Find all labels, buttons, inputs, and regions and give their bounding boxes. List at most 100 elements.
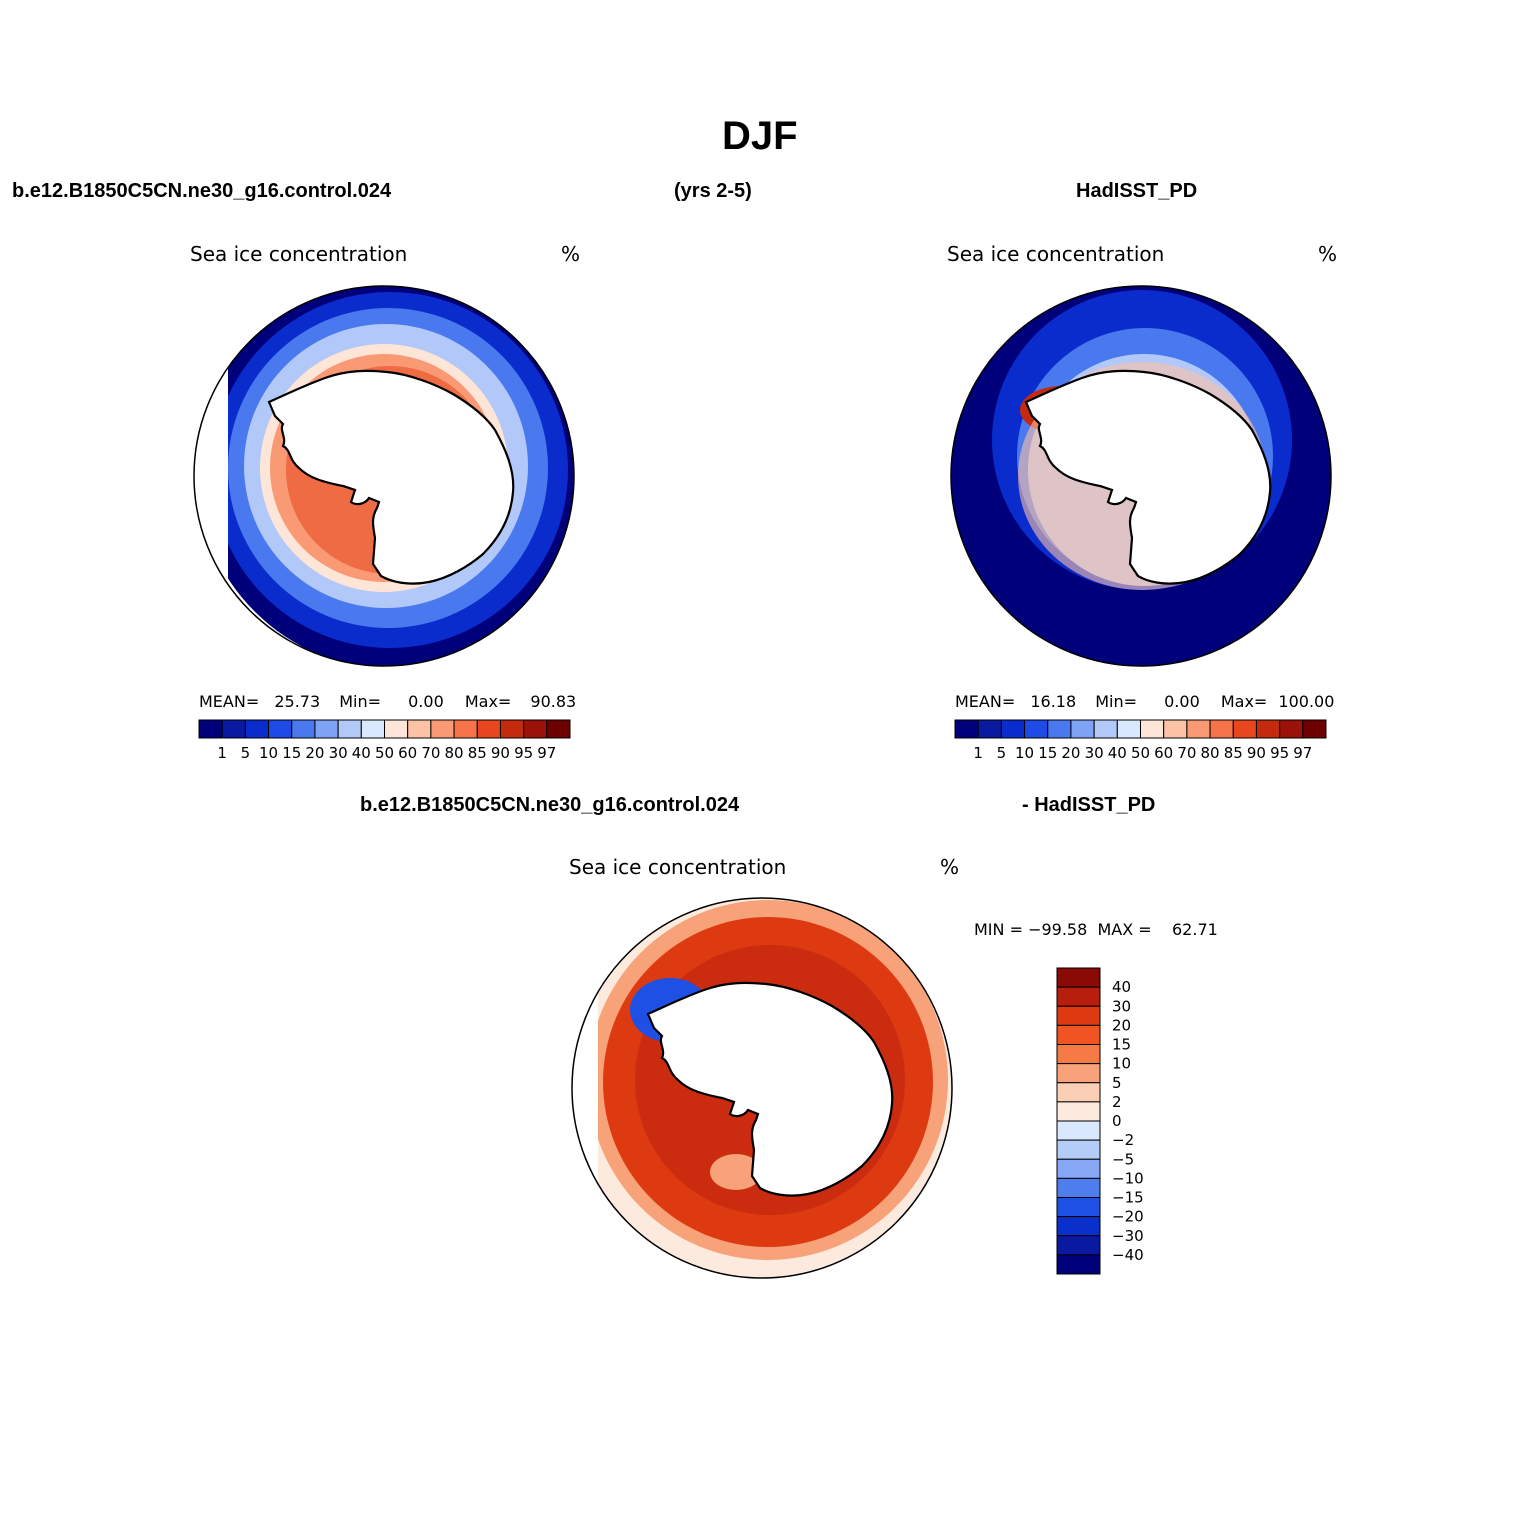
diff-colorbar-tick-label: −30 <box>1112 1227 1144 1245</box>
model-max-value: 90.83 <box>530 692 577 711</box>
model-colorbar-swatch <box>430 719 455 739</box>
obs-colorbar-tick-label: 10 <box>1015 744 1034 762</box>
model-colorbar-tick-label: 10 <box>259 744 278 762</box>
obs-colorbar: 1 5 10 15 20 30 40 50 60 70 80 85 90 95 97 <box>954 719 1327 762</box>
diff-colorbar-tick-label: 5 <box>1112 1074 1122 1092</box>
model-colorbar-tick-label: 20 <box>305 744 324 762</box>
obs-colorbar-swatch <box>1302 719 1327 739</box>
diff-colorbar-swatch <box>1056 1101 1101 1122</box>
model-colorbar-swatch <box>546 719 571 739</box>
obs-colorbar-tick-label: 90 <box>1247 744 1266 762</box>
diff-colorbar-swatch <box>1056 1177 1101 1198</box>
obs-colorbar-tick-label: 20 <box>1061 744 1080 762</box>
diff-colorbar-swatch <box>1056 1139 1101 1160</box>
diff-sea-ice-map <box>571 897 953 1279</box>
obs-colorbar-swatch <box>1163 719 1188 739</box>
obs-variable-label: Sea ice concentration <box>947 242 1165 266</box>
obs-colorbar-swatch <box>1093 719 1118 739</box>
obs-colorbar-swatch <box>1255 719 1281 739</box>
model-sea-ice-map <box>193 285 575 667</box>
model-colorbar-tick-label: 85 <box>468 744 487 762</box>
diff-minmax: MIN = −99.58 MAX = 62.71 <box>974 920 1218 939</box>
model-stats: MEAN= 25.73 Min= 0.00 Max= 90.83 <box>199 692 576 711</box>
model-colorbar-swatch <box>198 719 223 739</box>
diff-colorbar-swatch <box>1056 1216 1101 1237</box>
obs-mean-value: 16.18 <box>1030 692 1077 711</box>
case-name-label: b.e12.B1850C5CN.ne30_g16.control.024 <box>12 180 392 202</box>
diff-units-label: % <box>940 855 960 879</box>
model-colorbar-swatch <box>499 719 525 739</box>
diff-colorbar-tick-label: 30 <box>1112 997 1131 1015</box>
model-colorbar-swatch <box>268 719 293 739</box>
obs-colorbar-swatch <box>1070 719 1095 739</box>
obs-min-value: 0.00 <box>1164 692 1200 711</box>
model-colorbar-tick-label: 90 <box>491 744 510 762</box>
obs-colorbar-tick-label: 95 <box>1270 744 1289 762</box>
model-colorbar-swatch <box>221 719 246 739</box>
obs-colorbar-swatch <box>1047 719 1072 739</box>
diff-obs-label: - HadISST_PD <box>1022 794 1156 816</box>
obs-colorbar-swatch <box>977 719 1002 739</box>
model-max-label: Max= <box>464 692 512 711</box>
model-colorbar-tick-label: 30 <box>329 744 348 762</box>
model-colorbar-tick-label: 80 <box>445 744 464 762</box>
diff-colorbar-swatch <box>1056 1024 1101 1045</box>
obs-colorbar-tick-label: 85 <box>1224 744 1243 762</box>
diff-colorbar-tick-label: −40 <box>1112 1246 1144 1264</box>
obs-colorbar-tick-label: 1 <box>973 744 983 762</box>
diff-colorbar-swatch <box>1056 1044 1101 1065</box>
model-mean-label: MEAN= <box>199 692 260 711</box>
diff-colorbar-swatch <box>1056 1254 1101 1275</box>
obs-colorbar-swatch <box>1209 719 1234 739</box>
obs-colorbar-swatch <box>1140 719 1165 739</box>
diff-colorbar-tick-label: 15 <box>1112 1036 1131 1054</box>
obs-colorbar-tick-label: 15 <box>1038 744 1057 762</box>
diff-colorbar-swatch <box>1056 967 1101 988</box>
obs-colorbar-tick-label: 80 <box>1201 744 1220 762</box>
diff-colorbar-tick-label: 0 <box>1112 1112 1122 1130</box>
obs-mean-label: MEAN= <box>955 692 1016 711</box>
obs-colorbar-swatch <box>1116 719 1141 739</box>
obs-colorbar-tick-label: 97 <box>1293 744 1312 762</box>
obs-max-label: Max= <box>1220 692 1268 711</box>
model-colorbar-tick-label: 95 <box>514 744 533 762</box>
model-colorbar-swatch <box>453 719 478 739</box>
diff-colorbar-swatch <box>1056 1197 1101 1218</box>
diff-colorbar-tick-label: 40 <box>1112 978 1131 996</box>
model-min-label: Min= <box>339 692 382 711</box>
years-label: (yrs 2-5) <box>674 180 752 202</box>
diff-colorbar-swatch <box>1056 1158 1101 1179</box>
model-colorbar-tick-label: 50 <box>375 744 394 762</box>
model-colorbar-swatch <box>337 719 362 739</box>
model-colorbar-swatch <box>476 719 501 739</box>
model-colorbar: 1 5 10 15 20 30 40 50 60 70 80 85 90 95 97 <box>198 719 571 762</box>
diff-colorbar-swatch <box>1056 1005 1101 1026</box>
obs-colorbar-tick-label: 70 <box>1177 744 1196 762</box>
model-colorbar-swatch <box>244 719 270 739</box>
model-colorbar-swatch <box>523 719 548 739</box>
obs-name-label: HadISST_PD <box>1076 180 1198 202</box>
model-colorbar-swatch <box>360 719 385 739</box>
diff-colorbar-tick-label: −2 <box>1112 1131 1134 1149</box>
model-colorbar-tick-label: 40 <box>352 744 371 762</box>
diff-colorbar-tick-label: 20 <box>1112 1016 1131 1034</box>
obs-colorbar-swatch <box>1186 719 1211 739</box>
model-units-label: % <box>561 242 581 266</box>
diff-case-name-label: b.e12.B1850C5CN.ne30_g16.control.024 <box>360 794 740 816</box>
obs-colorbar-swatch <box>954 719 979 739</box>
model-colorbar-tick-label: 15 <box>282 744 301 762</box>
diff-variable-label: Sea ice concentration <box>569 855 787 879</box>
diff-colorbar-tick-label: −20 <box>1112 1208 1144 1226</box>
model-colorbar-swatch <box>407 719 432 739</box>
obs-colorbar-swatch <box>1232 719 1257 739</box>
obs-colorbar-swatch <box>1279 719 1304 739</box>
diff-colorbar-swatch <box>1056 1063 1101 1084</box>
diff-colorbar-swatch <box>1056 1082 1101 1103</box>
model-colorbar-tick-label: 70 <box>421 744 440 762</box>
obs-min-label: Min= <box>1095 692 1138 711</box>
diff-colorbar-swatch <box>1056 986 1101 1007</box>
diff-colorbar-tick-label: −10 <box>1112 1169 1144 1187</box>
obs-colorbar-swatch <box>1000 719 1026 739</box>
